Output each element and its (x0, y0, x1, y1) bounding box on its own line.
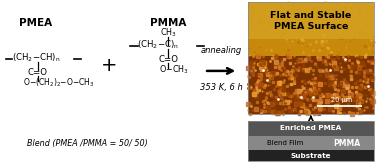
Bar (248, 2, 374, 39)
Text: Enriched PMEA: Enriched PMEA (280, 125, 342, 131)
Text: PMEA: PMEA (19, 18, 53, 28)
Text: $\mathregular{O{-}CH_3}$: $\mathregular{O{-}CH_3}$ (159, 64, 189, 76)
Text: 353 K, 6 h: 353 K, 6 h (200, 83, 243, 92)
Text: $\mathregular{(CH_2{-}CH)_n}$: $\mathregular{(CH_2{-}CH)_n}$ (12, 51, 61, 64)
Bar (248, 150, 374, 161)
Text: C=O: C=O (28, 68, 48, 77)
Bar (248, 136, 374, 150)
Bar (248, 2, 374, 114)
Text: Substrate: Substrate (291, 153, 331, 159)
Text: $\mathregular{(CH_2{-}C)_n}$: $\mathregular{(CH_2{-}C)_n}$ (137, 38, 179, 51)
Text: Blend Film: Blend Film (267, 140, 304, 146)
Text: $\mathregular{O{-}(CH_2)_2{-}O{-}CH_3}$: $\mathregular{O{-}(CH_2)_2{-}O{-}CH_3}$ (23, 77, 94, 89)
Text: Flat and Stable: Flat and Stable (270, 11, 352, 20)
Text: annealing: annealing (200, 46, 242, 55)
Bar (248, 121, 374, 161)
Text: PMMA: PMMA (333, 139, 360, 148)
Text: $\mathregular{CH_3}$: $\mathregular{CH_3}$ (160, 26, 177, 39)
Text: Blend (PMEA /PMMA = 50/ 50): Blend (PMEA /PMMA = 50/ 50) (26, 139, 147, 148)
Text: +: + (101, 56, 118, 75)
Text: 20 μm: 20 μm (331, 97, 352, 103)
Bar (248, 121, 374, 136)
Text: PMEA Surface: PMEA Surface (274, 22, 348, 31)
Bar (248, 56, 374, 114)
Text: PMMA: PMMA (150, 18, 186, 28)
Bar (248, 2, 374, 56)
Text: C=O: C=O (158, 55, 178, 64)
